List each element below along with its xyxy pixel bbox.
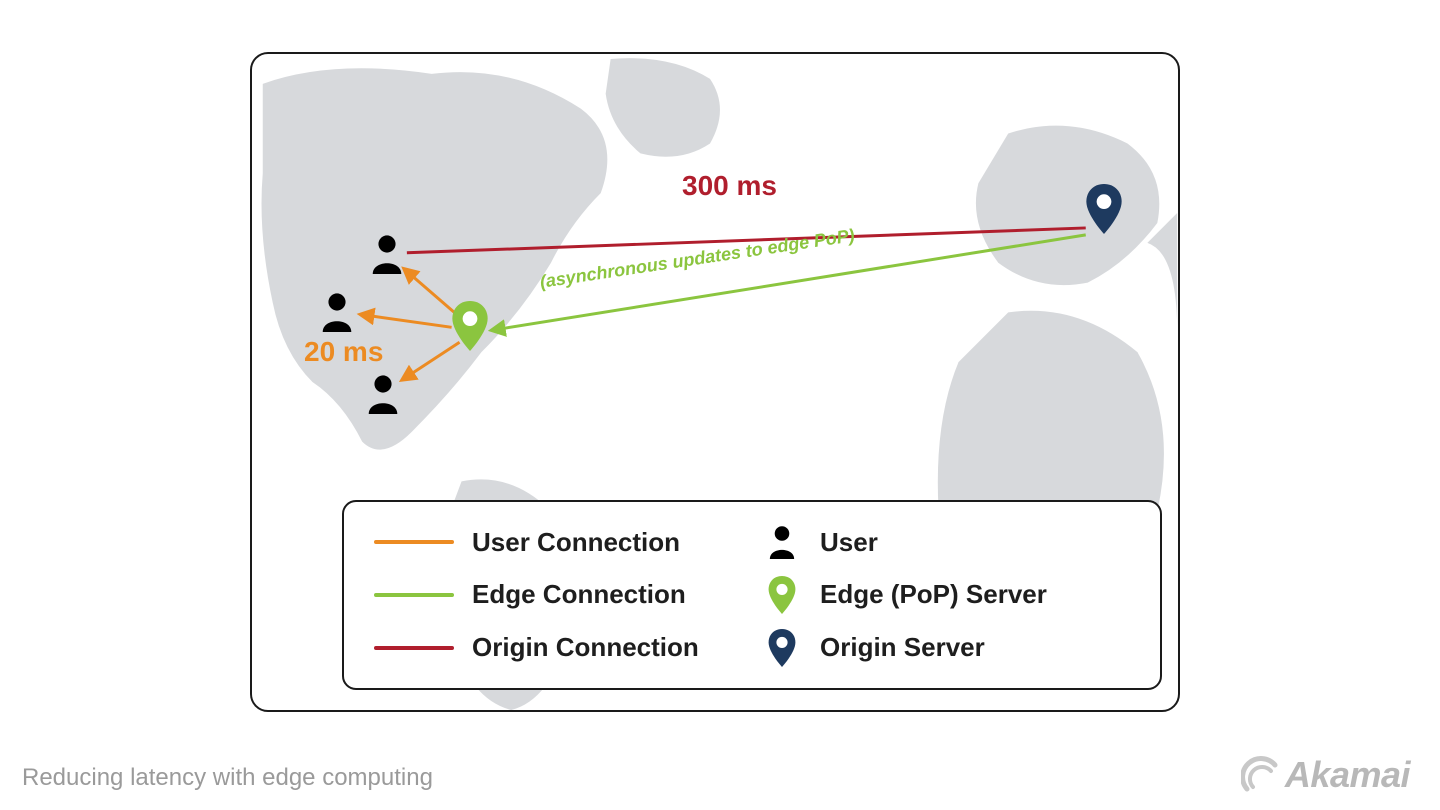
brand-logo: Akamai <box>1241 754 1410 796</box>
legend-label: User <box>820 527 878 558</box>
user-icon <box>762 520 802 564</box>
legend-box: User Connection User Edge Connection Edg… <box>342 500 1162 690</box>
edge-connection-swatch <box>374 593 454 597</box>
brand-text: Akamai <box>1285 754 1410 796</box>
diagram-frame: 300 ms 20 ms (asynchronous updates to ed… <box>250 52 1180 712</box>
legend-label: User Connection <box>472 527 680 558</box>
user-icon-2 <box>319 292 355 332</box>
akamai-wave-icon <box>1241 755 1281 795</box>
origin-latency-label: 300 ms <box>682 170 777 202</box>
user-icon-3 <box>365 374 401 414</box>
legend-origin-connection: Origin Connection <box>374 632 742 663</box>
origin-pin-icon <box>762 626 802 670</box>
origin-pin-icon <box>1086 184 1122 234</box>
edge-pin-icon <box>762 573 802 617</box>
user-icon-1 <box>369 234 405 274</box>
legend-label: Edge (PoP) Server <box>820 579 1047 610</box>
figure-caption: Reducing latency with edge computing <box>22 764 433 792</box>
legend-label: Edge Connection <box>472 579 686 610</box>
legend-user: User <box>762 520 1130 564</box>
legend-label: Origin Connection <box>472 632 699 663</box>
user-connection-swatch <box>374 540 454 544</box>
legend-label: Origin Server <box>820 632 985 663</box>
origin-connection-swatch <box>374 646 454 650</box>
legend-edge-server: Edge (PoP) Server <box>762 573 1130 617</box>
legend-origin-server: Origin Server <box>762 626 1130 670</box>
legend-user-connection: User Connection <box>374 527 742 558</box>
edge-pin-icon <box>452 301 488 351</box>
legend-edge-connection: Edge Connection <box>374 579 742 610</box>
edge-latency-label: 20 ms <box>304 336 383 368</box>
